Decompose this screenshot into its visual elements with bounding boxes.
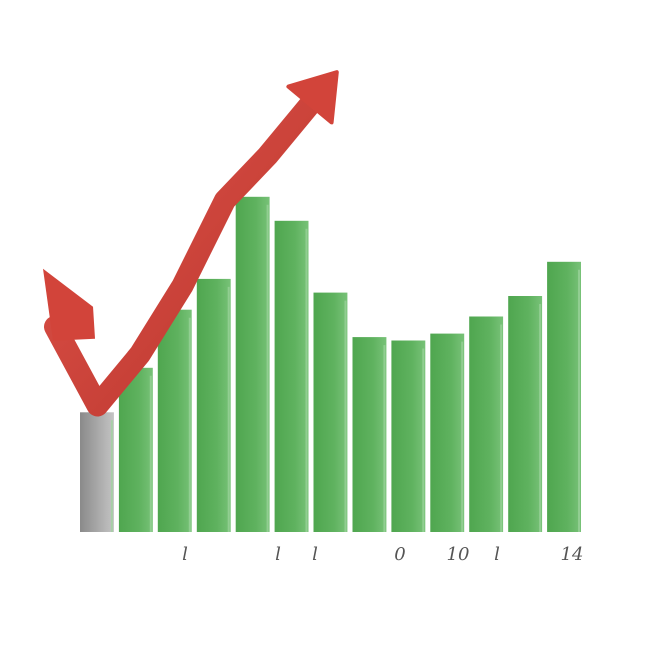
- bar-10: [430, 333, 465, 532]
- trend-arrow-body: [44, 93, 321, 417]
- bars: [80, 196, 581, 533]
- bar-9: [391, 340, 426, 532]
- trend-arrow-tail: [43, 268, 95, 341]
- x-tick-label-2: l: [275, 544, 281, 565]
- bar-6: [274, 220, 309, 533]
- bar-7: [313, 292, 348, 532]
- trend-arrow-head: [286, 70, 339, 125]
- x-tick-label-1: l: [182, 544, 188, 565]
- bar-11: [469, 316, 504, 532]
- bar-13: [547, 261, 581, 532]
- bar-2: [118, 367, 153, 532]
- bar-4: [196, 278, 231, 532]
- bar-12: [508, 296, 543, 532]
- bar-1: [80, 412, 114, 532]
- trend-arrow: [43, 70, 339, 417]
- bar-8: [352, 337, 387, 532]
- x-axis-tick-labels: l l l 0 10 l 14: [182, 544, 583, 565]
- bar-3: [157, 309, 192, 532]
- x-tick-label-5: 10: [447, 544, 470, 565]
- x-tick-label-3: l: [312, 544, 318, 565]
- x-tick-label-6: l: [494, 544, 500, 565]
- bar-5: [235, 196, 270, 533]
- x-tick-label-4: 0: [394, 544, 405, 565]
- x-tick-label-7: 14: [561, 544, 584, 565]
